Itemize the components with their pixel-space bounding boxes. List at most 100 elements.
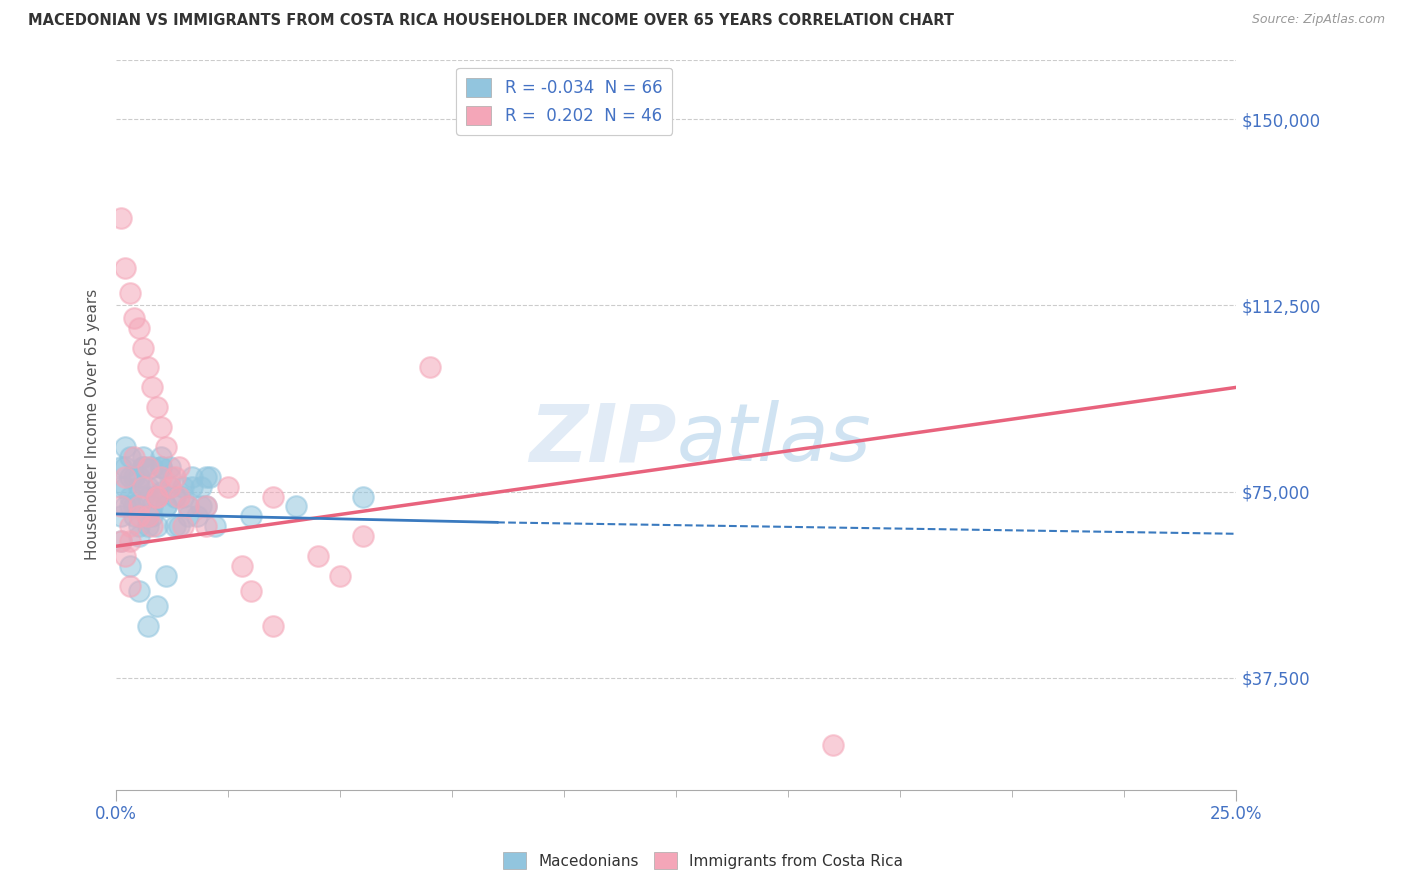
Point [110,459,132,474]
Point [167,519,190,533]
Point [118,559,141,574]
Point [128,480,150,494]
Point [150,459,173,474]
Point [145,490,167,504]
Point [262,490,284,504]
Point [118,519,141,533]
Point [150,469,173,483]
Point [122,509,145,524]
Point [128,583,150,598]
Text: MACEDONIAN VS IMMIGRANTS FROM COSTA RICA HOUSEHOLDER INCOME OVER 65 YEARS CORREL: MACEDONIAN VS IMMIGRANTS FROM COSTA RICA… [28,13,955,29]
Point [110,534,132,549]
Point [132,490,155,504]
Point [132,450,155,464]
Point [163,490,186,504]
Point [110,211,132,226]
Point [118,450,141,464]
Point [352,529,374,543]
Point [128,320,150,334]
Point [136,509,159,524]
Point [190,480,212,494]
Point [145,400,167,414]
Point [110,500,132,514]
Point [150,450,173,464]
Point [145,519,167,533]
Point [173,519,195,533]
Point [329,569,352,583]
Point [181,480,204,494]
Point [823,738,845,752]
Point [136,618,159,632]
Point [159,480,181,494]
Point [132,459,155,474]
Point [155,440,177,454]
Point [204,519,226,533]
Point [118,490,141,504]
Point [262,618,284,632]
Point [419,360,441,375]
Point [155,500,177,514]
Point [122,500,145,514]
Text: Source: ZipAtlas.com: Source: ZipAtlas.com [1251,13,1385,27]
Point [145,490,167,504]
Point [239,509,262,524]
Point [128,469,150,483]
Point [159,469,181,483]
Point [136,509,159,524]
Point [141,380,163,394]
Point [150,484,173,499]
Point [118,469,141,483]
Point [231,559,253,574]
Point [132,341,155,355]
Point [122,310,145,325]
Point [284,500,307,514]
Point [163,519,186,533]
Point [136,490,159,504]
Point [200,469,222,483]
Point [159,480,181,494]
Point [141,500,163,514]
Point [128,500,150,514]
Point [114,261,136,276]
Point [141,519,163,533]
Point [194,500,217,514]
Point [352,490,374,504]
Point [177,509,200,524]
Point [186,509,208,524]
Point [177,500,200,514]
Point [173,480,195,494]
Point [145,490,167,504]
Point [114,459,136,474]
Point [118,534,141,549]
Point [177,500,200,514]
Point [181,469,204,483]
Point [110,509,132,524]
Point [167,490,190,504]
Legend: R = -0.034  N = 66, R =  0.202  N = 46: R = -0.034 N = 66, R = 0.202 N = 46 [457,68,672,135]
Point [114,469,136,483]
Point [128,529,150,543]
Point [217,480,239,494]
Point [118,579,141,593]
Point [194,519,217,533]
Point [145,599,167,613]
Point [159,459,181,474]
Point [194,500,217,514]
Text: ZIP: ZIP [529,401,676,478]
Point [136,459,159,474]
Point [190,500,212,514]
Point [173,490,195,504]
Point [114,480,136,494]
Point [114,549,136,563]
Point [128,519,150,533]
Legend: Macedonians, Immigrants from Costa Rica: Macedonians, Immigrants from Costa Rica [496,846,910,875]
Point [132,459,155,474]
Point [132,480,155,494]
Point [136,519,159,533]
Point [150,420,173,434]
Point [114,440,136,454]
Point [167,459,190,474]
Point [122,450,145,464]
Point [118,500,141,514]
Point [128,509,150,524]
